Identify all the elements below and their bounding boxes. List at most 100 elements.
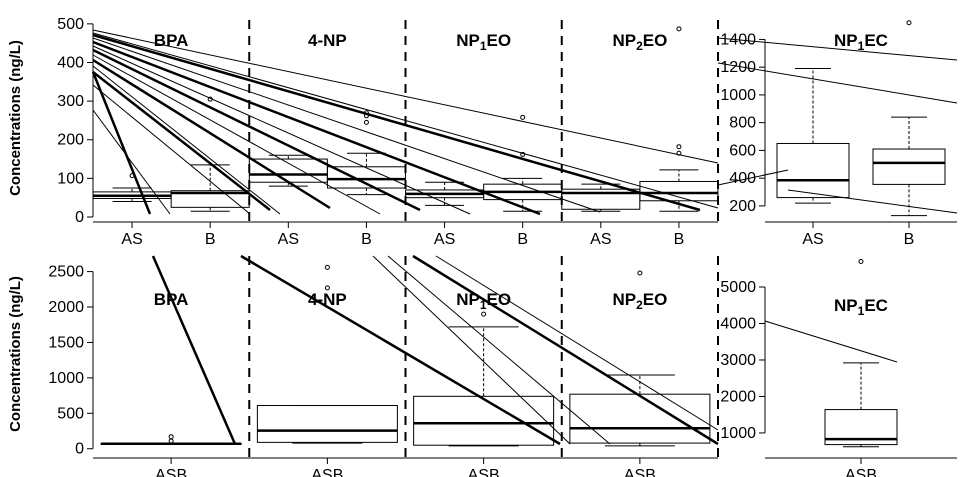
x-tick-label: ASB bbox=[311, 467, 343, 477]
x-tick-label: ASB bbox=[845, 467, 877, 477]
overlay-line bbox=[717, 62, 958, 104]
outlier-point bbox=[363, 113, 369, 119]
box-AS: AS bbox=[92, 173, 172, 248]
overlay-line bbox=[717, 37, 958, 61]
y-tick-label: 2000 bbox=[720, 388, 756, 405]
y-tick-label: 500 bbox=[57, 405, 84, 422]
x-tick-label: B bbox=[517, 231, 528, 248]
overlay-line bbox=[717, 169, 789, 186]
box-iqr bbox=[639, 180, 719, 202]
x-tick-label: ASB bbox=[624, 467, 656, 477]
overlay-line bbox=[412, 254, 719, 446]
outlier-point bbox=[324, 264, 330, 270]
box-B: B bbox=[326, 110, 406, 248]
y-tick-label: 1000 bbox=[48, 370, 84, 387]
panel-3: NP1EO AS B bbox=[405, 20, 563, 248]
box-iqr bbox=[776, 142, 850, 199]
outlier-point bbox=[168, 434, 174, 440]
panel-title: 4-NP bbox=[308, 31, 347, 50]
overlay-line bbox=[92, 48, 421, 212]
overlay-line bbox=[787, 189, 958, 214]
box-iqr bbox=[256, 405, 398, 443]
y-tick-label: 300 bbox=[57, 93, 84, 110]
box-iqr bbox=[872, 148, 946, 185]
x-tick-label: ASB bbox=[155, 467, 187, 477]
box-ASB: ASB bbox=[824, 258, 898, 477]
chart-4: 1000 2000 3000 4000 5000 NP1EC ASB bbox=[720, 258, 957, 477]
y-tick-label: 1200 bbox=[720, 59, 756, 76]
y-tick-label: 600 bbox=[729, 142, 756, 159]
outlier-point bbox=[676, 144, 682, 150]
overlay-line bbox=[151, 255, 237, 445]
panel-title: BPA bbox=[154, 31, 189, 50]
outlier-point bbox=[207, 96, 213, 102]
y-axis-title: Concentrations (ng/L) bbox=[7, 276, 24, 432]
overlay-line bbox=[435, 255, 719, 431]
y-tick-label: 1000 bbox=[720, 425, 756, 442]
chart-1: 0 100 200 300 400 500 Concentrations (ng/L) BPA… bbox=[7, 16, 719, 248]
overlay-line bbox=[240, 254, 561, 446]
y-tick-label: 4000 bbox=[720, 315, 756, 332]
outlier-point bbox=[520, 114, 526, 120]
y-tick-label: 100 bbox=[57, 170, 84, 187]
panel-title: NP1EC bbox=[834, 296, 888, 318]
overlay-line bbox=[92, 65, 281, 215]
outlier-point bbox=[363, 110, 369, 116]
y-axis-title: Concentrations (ng/L) bbox=[7, 40, 24, 196]
box-iqr bbox=[569, 393, 711, 444]
overlay-line bbox=[92, 45, 471, 215]
outlier-point bbox=[324, 285, 330, 291]
y-tick-label: 0 bbox=[75, 441, 84, 458]
y-tick-label: 500 bbox=[57, 16, 84, 33]
y-tick-label: 1000 bbox=[720, 87, 756, 104]
x-tick-label: AS bbox=[802, 231, 823, 248]
box-ASB: ASB bbox=[413, 311, 555, 477]
box-ASB: ASB bbox=[100, 434, 242, 477]
panel-title: NP1EO bbox=[456, 290, 511, 312]
outlier-point bbox=[858, 258, 864, 264]
box-ASB: ASB bbox=[256, 264, 398, 477]
y-tick-label: 400 bbox=[729, 170, 756, 187]
outlier-point bbox=[520, 151, 526, 157]
x-tick-label: AS bbox=[278, 231, 299, 248]
outlier-point bbox=[481, 311, 487, 317]
box-iqr bbox=[170, 190, 250, 208]
box-iqr bbox=[413, 395, 555, 446]
overlay-line bbox=[92, 54, 381, 215]
x-tick-label: B bbox=[361, 231, 372, 248]
box-AS: AS bbox=[248, 154, 328, 248]
overlay-line bbox=[92, 29, 719, 164]
box-AS: AS bbox=[561, 183, 641, 248]
x-tick-label: B bbox=[674, 231, 685, 248]
outlier-point bbox=[637, 270, 643, 276]
y-tick-label: 0 bbox=[75, 209, 84, 226]
box-AS: AS bbox=[405, 181, 485, 248]
chart-2: 200 400 600 800 1000 1200 1400 NP1EC AS B bbox=[720, 20, 957, 248]
x-tick-label: AS bbox=[590, 231, 611, 248]
overlay-line bbox=[92, 71, 271, 211]
box-B: B bbox=[483, 114, 563, 248]
box-B: B bbox=[639, 26, 719, 248]
panel-title: NP2EO bbox=[612, 31, 667, 53]
chart-3: 0 500 1000 1500 2000 2500 Concentrations (ng/L… bbox=[7, 256, 719, 477]
y-tick-label: 5000 bbox=[720, 279, 756, 296]
panel-2: 4-NP AS B bbox=[248, 20, 407, 248]
box-AS: AS bbox=[776, 68, 850, 248]
y-tick-label: 2500 bbox=[48, 264, 84, 281]
outlier-point bbox=[676, 150, 682, 156]
y-tick-label: 1400 bbox=[720, 31, 756, 48]
panel-title: NP1EC bbox=[834, 31, 888, 53]
box-iqr bbox=[326, 166, 406, 189]
box-B: B bbox=[170, 96, 250, 248]
overlay-line bbox=[92, 40, 541, 216]
diagonal-overlay-lines bbox=[91, 29, 958, 446]
outlier-point bbox=[129, 173, 135, 179]
overlay-line bbox=[372, 255, 571, 445]
panel-1: NP1EC ASB bbox=[824, 258, 898, 477]
y-tick-label: 1500 bbox=[48, 334, 84, 351]
panel-4: NP2EO AS B bbox=[561, 20, 719, 248]
